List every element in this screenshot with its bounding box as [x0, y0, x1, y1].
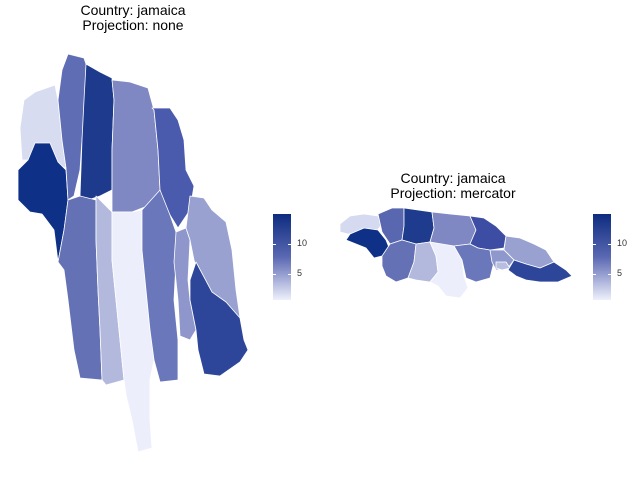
- legend-tick-label: 5: [617, 268, 623, 278]
- title-projection: Projection: none: [82, 17, 184, 33]
- parish-region: [141, 189, 179, 383]
- map-title: Country: jamaica Projection: none: [0, 3, 293, 33]
- legend-tickmark: [273, 274, 291, 275]
- title-country: Country: jamaica: [400, 170, 506, 186]
- choropleth-map-none: [17, 53, 249, 453]
- legend-tickmark: [273, 244, 291, 245]
- legend-tick-label: 10: [297, 238, 308, 248]
- parish-region: [57, 195, 103, 381]
- legend-tickmark: [593, 244, 611, 245]
- parish-region: [469, 215, 507, 251]
- parish-region: [429, 211, 477, 247]
- title-country: Country: jamaica: [80, 2, 186, 18]
- legend-tick-label: 10: [617, 238, 628, 248]
- parish-region: [401, 207, 435, 245]
- map-panel-mercator: Country: jamaica Projection: mercator: [320, 0, 640, 480]
- parish-region: [507, 259, 573, 283]
- parish-region: [453, 243, 495, 283]
- title-projection: Projection: mercator: [390, 185, 516, 201]
- parish-region: [189, 261, 249, 377]
- legend-colorbar: [273, 214, 291, 300]
- parish-region: [17, 142, 69, 263]
- map-panel-none: Country: jamaica Projection: none: [0, 3, 308, 453]
- map-title: Country: jamaica Projection: mercator: [293, 171, 613, 201]
- parish-region: [495, 261, 511, 271]
- parish-region: [111, 79, 161, 213]
- choropleth-map-mercator: [339, 207, 573, 299]
- legend-tickmark: [593, 274, 611, 275]
- legend-tick-label: 5: [297, 268, 303, 278]
- parish-region: [79, 63, 115, 201]
- legend-colorbar: [593, 214, 611, 300]
